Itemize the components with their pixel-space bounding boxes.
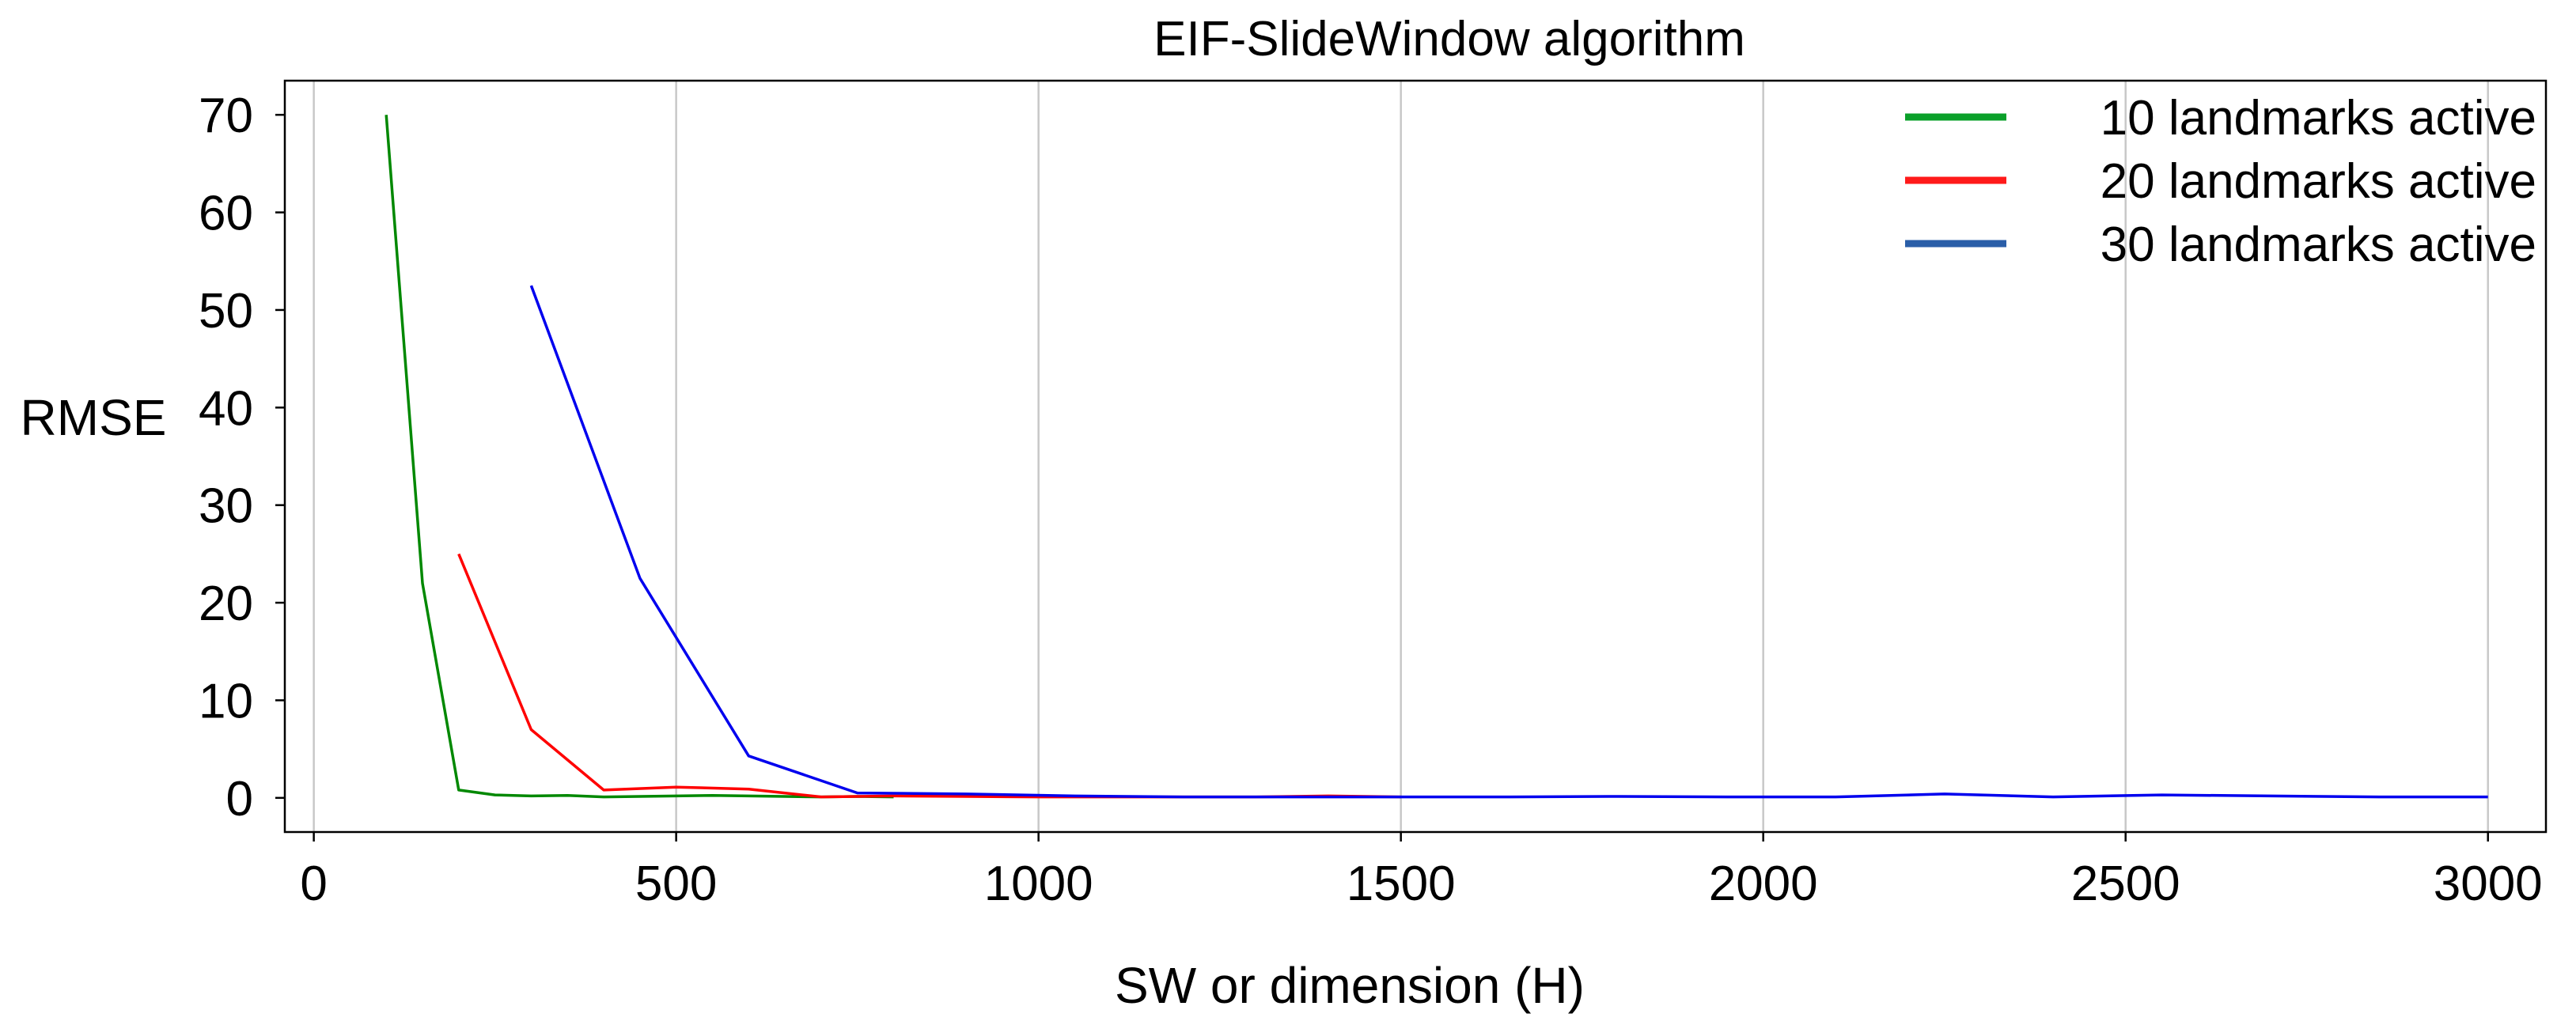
axis-ticks: 0 500 1000 1500 2000 2500 3000 0 10 20 30 40 50 60 70: [199, 89, 2543, 911]
legend-label-2: 20 landmarks active: [2101, 154, 2536, 209]
y-tick-label: 50: [199, 284, 253, 339]
x-tick-label: 1500: [1347, 857, 1456, 911]
y-axis-label: RMSE: [21, 389, 167, 446]
y-tick-label: 0: [226, 772, 253, 826]
series-line-1: [385, 115, 894, 799]
y-tick-label: 30: [199, 479, 253, 534]
x-tick-label: 2500: [2071, 857, 2180, 911]
y-tick-label: 20: [199, 577, 253, 631]
y-tick-label: 40: [199, 381, 253, 436]
x-axis-label: SW or dimension (H): [1115, 957, 1585, 1014]
legend-label-3: 30 landmarks active: [2101, 217, 2536, 272]
legend: 10 landmarks active 20 landmarks active 30…: [1905, 91, 2536, 272]
series-line-3: [529, 285, 2488, 799]
series-lines: [385, 115, 2488, 799]
plot-frame: [283, 79, 2548, 834]
grid-lines: [313, 81, 2489, 832]
y-tick-label: 70: [199, 89, 253, 143]
y-tick-label: 10: [199, 674, 253, 728]
x-tick-label: 1000: [984, 857, 1093, 911]
legend-label-1: 10 landmarks active: [2101, 91, 2536, 146]
x-tick-label: 2000: [1709, 857, 1818, 911]
x-tick-label: 500: [635, 857, 717, 911]
y-tick-label: 60: [199, 187, 253, 241]
series-line-2: [457, 553, 1401, 799]
x-tick-label: 3000: [2434, 857, 2543, 911]
chart-title: EIF-SlideWindow algorithm: [1154, 12, 1745, 66]
x-tick-label: 0: [300, 857, 327, 911]
